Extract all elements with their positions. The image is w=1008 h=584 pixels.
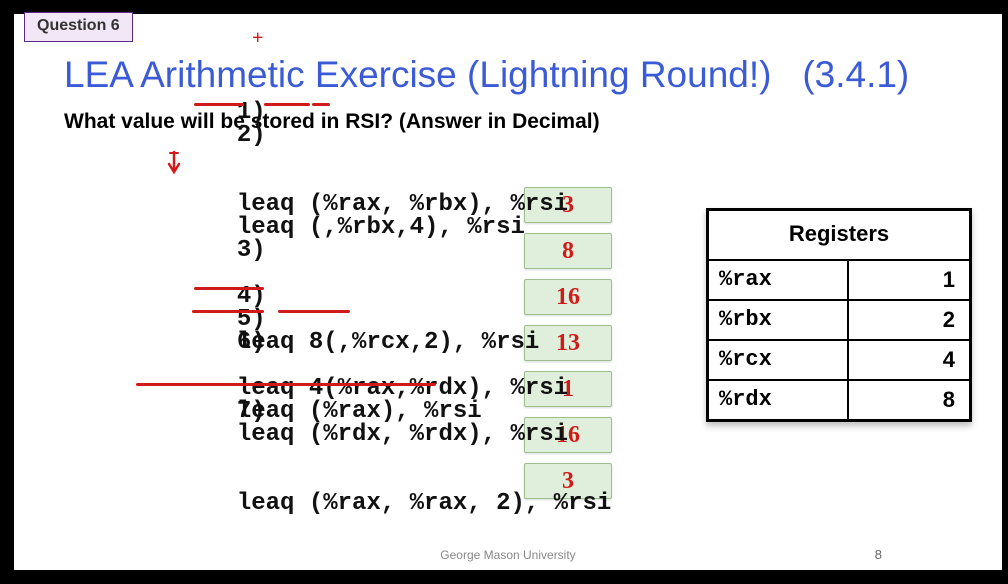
register-row: %rax 1 [709, 259, 969, 299]
registers-table: Registers %rax 1 %rbx 2 %rcx 4 %rdx 8 [706, 208, 972, 422]
answer-value: 13 [556, 331, 580, 355]
registers-title: Registers [709, 211, 969, 259]
question-tab: Question 6 [24, 12, 133, 42]
question-tab-label: Question 6 [37, 17, 120, 34]
register-name: %rax [709, 261, 849, 299]
answer-box: 8 [524, 233, 612, 269]
handdrawn-underline [192, 310, 264, 313]
register-value: 4 [849, 341, 969, 379]
answer-box: 16 [524, 279, 612, 315]
answer-value: 16 [556, 285, 580, 309]
register-row: %rbx 2 [709, 299, 969, 339]
handdrawn-underline [278, 310, 350, 313]
register-name: %rcx [709, 341, 849, 379]
register-name: %rbx [709, 301, 849, 339]
handdrawn-underline [312, 103, 330, 106]
handdrawn-underline [136, 383, 436, 386]
viewport: Question 6 LEA Arithmetic Exercise (Ligh… [0, 0, 1008, 584]
register-value: 2 [849, 301, 969, 339]
page-number: 8 [875, 547, 882, 562]
handdrawn-underline [264, 103, 310, 106]
handdrawn-underline [194, 103, 244, 106]
register-row: %rcx 4 [709, 339, 969, 379]
answer-value: 8 [562, 239, 574, 263]
register-value: 1 [849, 261, 969, 299]
register-value: 8 [849, 381, 969, 419]
body: 1) leaq (%rax, %rbx), %rsi + 3 2) le [64, 182, 972, 540]
slide: Question 6 LEA Arithmetic Exercise (Ligh… [14, 14, 1002, 570]
register-name: %rdx [709, 381, 849, 419]
title-section: (3.4.1) [802, 54, 909, 95]
row-code: leaq (%rax, %rax, 2), %rsi [237, 490, 611, 517]
exercise-row: 7) leaq (%rax, %rax, 2), %rsi 3 [64, 458, 972, 504]
row-num: 7) [237, 398, 266, 425]
footer-text: George Mason University [14, 548, 1002, 562]
register-row: %rdx 8 [709, 379, 969, 419]
row-num: 2) [237, 122, 266, 149]
handdrawn-plus-icon: + [252, 28, 263, 48]
